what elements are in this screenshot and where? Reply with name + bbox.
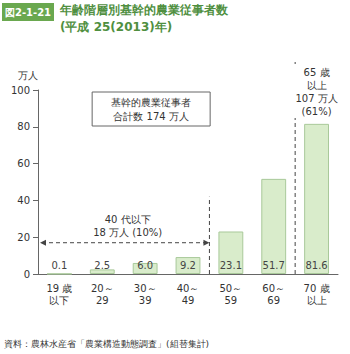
svg-text:23.1: 23.1 <box>220 260 242 271</box>
svg-text:29: 29 <box>96 295 109 306</box>
svg-text:以下: 以下 <box>49 295 69 306</box>
svg-text:51.7: 51.7 <box>263 260 285 271</box>
svg-text:(61%): (61%) <box>302 106 332 117</box>
svg-text:資料：農林水産省「農業構造動態調査」(組替集計): 資料：農林水産省「農業構造動態調査」(組替集計) <box>4 339 209 349</box>
svg-text:50～: 50～ <box>219 283 242 294</box>
svg-text:6.0: 6.0 <box>137 260 153 271</box>
svg-text:40～: 40～ <box>177 283 200 294</box>
svg-text:19 歳: 19 歳 <box>46 283 72 294</box>
svg-text:20: 20 <box>17 232 30 243</box>
svg-text:69: 69 <box>267 295 280 306</box>
svg-text:49: 49 <box>182 295 195 306</box>
svg-text:図2-1-21: 図2-1-21 <box>5 7 51 18</box>
svg-text:60: 60 <box>17 158 30 169</box>
svg-text:65 歳: 65 歳 <box>304 67 330 78</box>
svg-text:40 代以下: 40 代以下 <box>105 214 151 225</box>
svg-text:39: 39 <box>139 295 152 306</box>
svg-text:30～: 30～ <box>134 283 157 294</box>
svg-text:107 万人: 107 万人 <box>295 93 337 104</box>
svg-text:(平成 25(2013)年): (平成 25(2013)年) <box>60 20 172 34</box>
svg-text:60～: 60～ <box>262 283 285 294</box>
svg-text:2.5: 2.5 <box>94 260 110 271</box>
svg-text:0.1: 0.1 <box>51 260 67 271</box>
svg-text:基幹的農業従事者: 基幹的農業従事者 <box>111 97 191 108</box>
svg-text:70 歳: 70 歳 <box>304 283 330 294</box>
svg-text:以上: 以上 <box>307 295 327 306</box>
svg-text:以上: 以上 <box>307 80 327 91</box>
svg-text:0: 0 <box>24 269 30 280</box>
svg-text:40: 40 <box>17 195 30 206</box>
svg-text:80: 80 <box>17 121 30 132</box>
svg-text:年齢階層別基幹的農業従事者数: 年齢階層別基幹的農業従事者数 <box>59 3 229 17</box>
svg-text:18 万人 (10%): 18 万人 (10%) <box>93 227 162 238</box>
svg-text:100: 100 <box>11 85 30 96</box>
svg-text:合計数 174 万人: 合計数 174 万人 <box>113 111 188 122</box>
svg-text:万人: 万人 <box>18 70 38 81</box>
svg-text:81.6: 81.6 <box>305 260 327 271</box>
svg-text:20～: 20～ <box>91 283 114 294</box>
svg-text:59: 59 <box>224 295 237 306</box>
svg-text:9.2: 9.2 <box>180 260 196 271</box>
